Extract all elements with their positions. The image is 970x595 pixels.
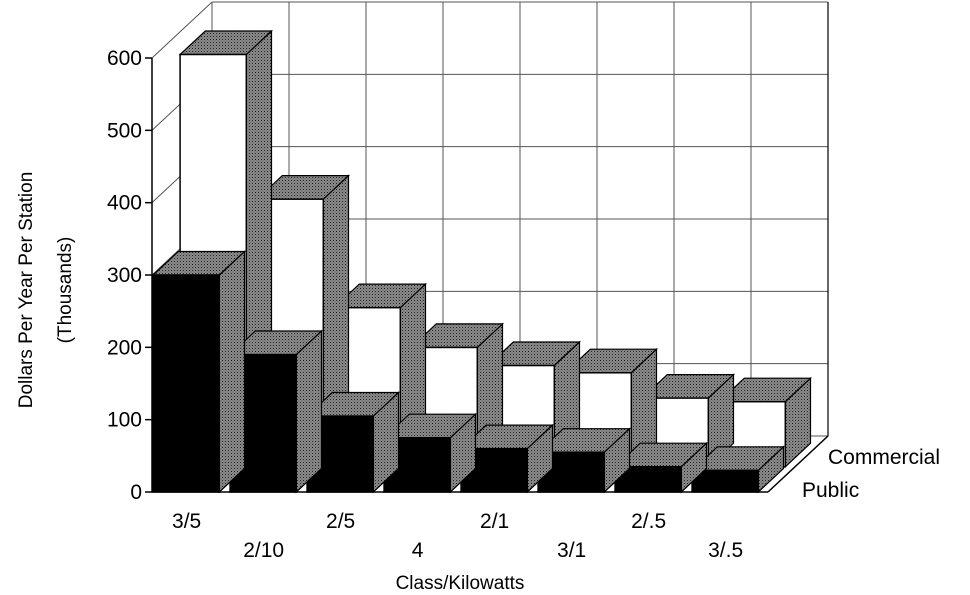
x-tick-label: 2/10 bbox=[243, 539, 284, 562]
y-tick-label: 300 bbox=[107, 264, 142, 287]
x-tick-label: 2/.5 bbox=[631, 510, 666, 533]
x-tick-label: 3/5 bbox=[172, 510, 201, 533]
y-axis-ticks: 0 100 200 300 400 500 600 bbox=[107, 47, 152, 504]
x-tick-label: 2/1 bbox=[480, 510, 509, 533]
y-tick-label: 500 bbox=[107, 119, 142, 142]
x-tick-label: 2/5 bbox=[326, 510, 355, 533]
y-tick-label: 400 bbox=[107, 192, 142, 215]
y-axis-title: Dollars Per Year Per Station bbox=[16, 172, 37, 409]
y-axis-subtitle: (Thousands) bbox=[55, 237, 76, 344]
bar-public bbox=[690, 445, 786, 494]
bar-front bbox=[691, 469, 760, 493]
bar-side bbox=[295, 329, 323, 494]
bars bbox=[151, 29, 813, 494]
gridline-side bbox=[151, 1, 213, 59]
series-label-commercial: Commercial bbox=[828, 446, 940, 469]
y-tick-label: 600 bbox=[107, 47, 142, 70]
bar-side bbox=[218, 250, 246, 494]
x-tick-label: 3/.5 bbox=[708, 539, 743, 562]
y-tick-label: 100 bbox=[107, 409, 142, 432]
y-tick-label: 0 bbox=[130, 481, 142, 504]
bar-front bbox=[152, 274, 221, 493]
y-tick-label: 200 bbox=[107, 336, 142, 359]
x-tick-label: 3/1 bbox=[557, 539, 586, 562]
bar-public bbox=[151, 250, 247, 494]
x-tick-label: 4 bbox=[412, 539, 424, 562]
floor-right-edge bbox=[767, 435, 829, 493]
bar-public bbox=[459, 423, 555, 494]
x-axis-title: Class/Kilowatts bbox=[396, 573, 525, 594]
x-axis-tick-labels: 3/5 2/10 2/5 4 2/1 3/1 2/.5 3/.5 bbox=[172, 510, 743, 562]
series-label-public: Public bbox=[802, 479, 859, 502]
